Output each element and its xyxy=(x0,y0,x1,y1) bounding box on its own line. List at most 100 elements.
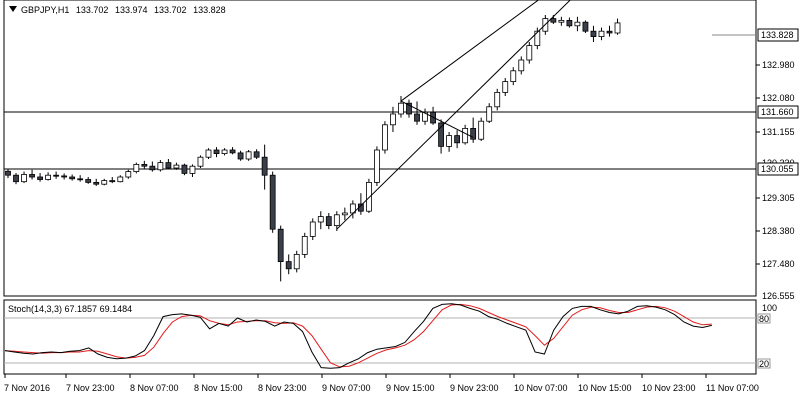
triangle-down-icon[interactable] xyxy=(9,6,17,12)
candle xyxy=(446,132,453,152)
candle-body xyxy=(141,163,148,167)
current-price-badge: 133.828 xyxy=(712,28,799,42)
candle xyxy=(61,173,68,180)
candle xyxy=(574,16,581,32)
candle xyxy=(245,150,252,161)
candle-body xyxy=(69,176,76,180)
candle-body xyxy=(189,165,196,174)
candle-body xyxy=(277,228,284,262)
candle-body xyxy=(374,149,380,183)
support-level-label: 130.055 xyxy=(761,164,794,174)
trend-channel[interactable] xyxy=(336,0,594,230)
candle xyxy=(189,164,196,177)
time-label: 10 Nov 15:00 xyxy=(578,383,632,393)
channel-line[interactable] xyxy=(400,0,569,102)
candle xyxy=(325,213,332,230)
candle xyxy=(285,254,292,275)
candle xyxy=(582,20,589,33)
candle-body xyxy=(598,30,605,38)
symbol-title: GBPJPY,H1 133.702 133.974 133.702 133.82… xyxy=(21,5,226,15)
time-label: 10 Nov 23:00 xyxy=(642,383,696,393)
candle xyxy=(454,130,461,149)
candle-body xyxy=(446,135,453,147)
candle xyxy=(494,88,501,111)
candle-body xyxy=(293,253,300,270)
candle-body xyxy=(133,163,140,172)
candle xyxy=(293,250,300,273)
candle-body xyxy=(398,102,404,115)
channel-line[interactable] xyxy=(400,100,474,138)
candle xyxy=(478,117,485,141)
candle-body xyxy=(454,135,461,144)
close-value: 133.828 xyxy=(193,5,226,15)
candle-body xyxy=(285,261,292,270)
candle xyxy=(566,17,573,28)
candle xyxy=(5,168,11,179)
time-label: 7 Nov 23:00 xyxy=(66,383,115,393)
candle-body xyxy=(566,19,573,27)
candle-body xyxy=(470,127,477,140)
candle-body xyxy=(406,102,412,115)
candle-body xyxy=(205,149,212,158)
candle-body xyxy=(53,174,60,177)
candle-body xyxy=(149,165,156,171)
candle xyxy=(85,177,92,184)
candle-body xyxy=(510,70,517,83)
candle-body xyxy=(494,92,501,108)
candle-body xyxy=(365,181,372,212)
time-label: 10 Nov 07:00 xyxy=(514,383,568,393)
candle-body xyxy=(614,22,621,34)
candle-body xyxy=(502,81,509,93)
candle xyxy=(341,207,348,221)
candle xyxy=(598,27,605,41)
candle-body xyxy=(462,127,469,144)
price-tick: 131.155 xyxy=(762,127,795,137)
candle xyxy=(382,121,388,154)
candle xyxy=(558,16,565,26)
candle xyxy=(133,162,140,174)
candle-body xyxy=(245,151,252,160)
candle xyxy=(149,161,156,172)
candle xyxy=(518,56,525,75)
candle-body xyxy=(13,174,19,183)
resistance-level-badge: 131.660 xyxy=(757,105,799,119)
price-tick: 129.305 xyxy=(762,193,795,203)
price-tick: 132.080 xyxy=(762,93,795,103)
support-level-badge: 130.055 xyxy=(757,162,799,176)
stoch-axis-100: 100 xyxy=(762,303,777,313)
candle xyxy=(125,169,132,179)
candle xyxy=(502,78,509,96)
candle-body xyxy=(109,180,116,183)
candle-body xyxy=(269,174,276,230)
candle xyxy=(261,144,268,190)
time-label: 11 Nov 07:00 xyxy=(706,383,759,393)
candle-body xyxy=(253,151,260,158)
candle xyxy=(390,106,396,132)
candle xyxy=(181,163,188,176)
candle xyxy=(462,124,469,145)
candle xyxy=(213,147,220,158)
candle-body xyxy=(309,221,316,237)
candle xyxy=(165,159,172,169)
candle-body xyxy=(181,164,188,174)
candles-series xyxy=(5,15,621,282)
candle xyxy=(269,171,276,233)
channel-line[interactable] xyxy=(336,0,594,230)
candle-body xyxy=(85,179,92,183)
high-value: 133.974 xyxy=(115,5,148,15)
time-label: 9 Nov 07:00 xyxy=(322,383,371,393)
candle xyxy=(277,225,284,282)
candle-body xyxy=(229,149,236,154)
candle xyxy=(21,171,27,184)
candle-body xyxy=(261,156,268,176)
price-tick: 126.555 xyxy=(762,291,795,301)
candle-body xyxy=(101,180,108,185)
time-label: 8 Nov 15:00 xyxy=(194,383,243,393)
candle xyxy=(53,171,60,179)
candle-body xyxy=(550,18,557,23)
candle-body xyxy=(61,175,68,178)
candle xyxy=(374,146,380,186)
current-price-label: 133.828 xyxy=(761,30,794,40)
candle-body xyxy=(221,149,228,154)
